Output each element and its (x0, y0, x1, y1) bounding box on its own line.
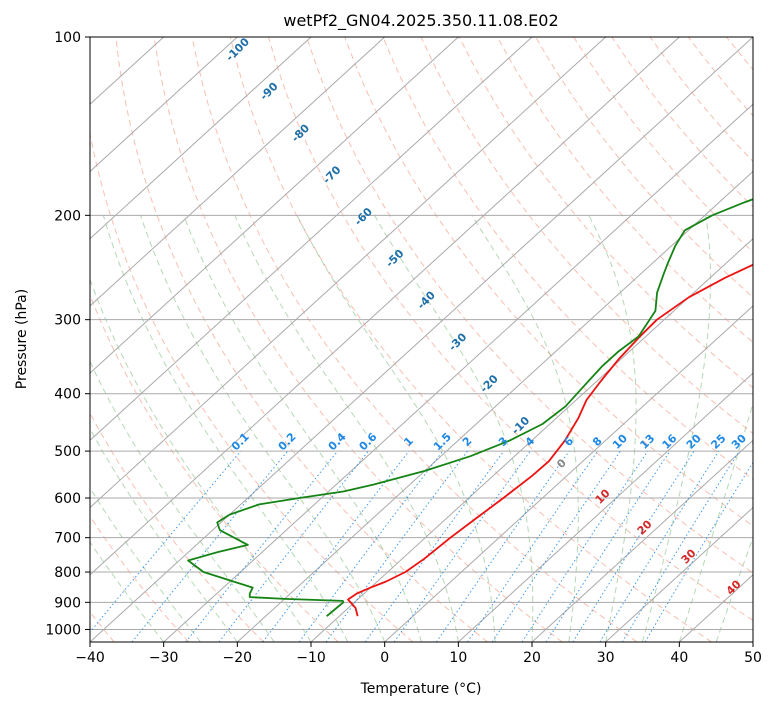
dry-adiabat-line (90, 515, 190, 642)
x-tick-label: −10 (296, 650, 326, 666)
mixing-ratio-line (185, 450, 338, 642)
y-tick-label: 700 (54, 531, 81, 547)
x-axis-title: Temperature (°C) (360, 681, 482, 697)
mixing-ratio-line (572, 450, 695, 642)
y-tick-label: 600 (54, 491, 81, 507)
moist-adiabat-line (90, 487, 201, 642)
chart-title: wetPf2_GN04.2025.350.11.08.E02 (283, 11, 558, 31)
y-axis: 100 200 300 400 500 600 700 800 900 1000 (45, 30, 90, 638)
mixing-ratio-lines (90, 450, 753, 642)
isotherm-line (531, 439, 753, 642)
x-tick-label: −30 (149, 650, 179, 666)
y-tick-label: 500 (54, 444, 81, 460)
dry-adiabats (90, 37, 753, 642)
x-tick-label: −20 (223, 650, 253, 666)
isotherm-line (384, 305, 753, 642)
dry-adiabat-line (115, 37, 488, 642)
isotherm-line (90, 37, 386, 307)
mixing-ratio-line (435, 450, 570, 642)
y-tick-label: 900 (54, 595, 81, 611)
mixing-ratio-line (491, 450, 621, 642)
mixing-ratio-line (467, 450, 599, 642)
moist-adiabat-line (642, 215, 711, 642)
moist-adiabat-line (588, 215, 637, 642)
mixing-ratio-line (298, 450, 444, 642)
x-tick-label: 10 (449, 650, 467, 666)
isotherm-line (605, 506, 753, 642)
isotherm-line (90, 37, 238, 173)
moist-adiabat-line (296, 215, 496, 642)
plot-area: -100-90-80-70-60-50-40-30-20-100.1 0.2 0.4… (90, 37, 770, 642)
moist-adiabat-line (90, 360, 275, 642)
moist-adiabats (90, 215, 753, 642)
y-tick-label: 100 (54, 30, 81, 46)
y-axis-title: Pressure (hPa) (14, 289, 30, 389)
temperature-profile-line (347, 263, 753, 617)
x-tick-label: 40 (670, 650, 688, 666)
dry-adiabat-line (268, 37, 753, 622)
isotherms (90, 37, 753, 642)
dry-adiabat-line (90, 412, 264, 642)
moist-adiabat-line (102, 215, 349, 642)
x-tick-label: 0 (380, 650, 389, 666)
y-tick-label: 200 (54, 208, 81, 224)
isotherm-line (90, 37, 312, 240)
isotherm-line (310, 237, 753, 642)
y-tick-label: 300 (54, 313, 81, 329)
isotherm-line (90, 37, 753, 642)
isotherm-line (90, 37, 680, 576)
sounding-profiles (187, 198, 753, 617)
isotherm-line (90, 37, 459, 374)
moist-adiabat-line (90, 278, 312, 642)
dry-adiabat-line (90, 131, 414, 642)
y-tick-label: 800 (54, 565, 81, 581)
isotherm-line (236, 170, 753, 642)
isotherm-line (90, 37, 607, 509)
dry-adiabat-line (535, 37, 753, 298)
moist-adiabat-line (471, 215, 579, 642)
x-axis: −40 −30 −20 −10 0 10 20 30 40 50 (75, 642, 762, 666)
mixing-ratio-line (364, 450, 505, 642)
moist-adiabat-line (234, 215, 459, 642)
moist-adiabat-line (374, 215, 534, 642)
dry-adiabat-line (382, 37, 753, 481)
dry-adiabat-line (153, 37, 563, 642)
dry-adiabat-line (496, 37, 753, 344)
x-tick-label: 20 (523, 650, 541, 666)
mixing-ratio-line (545, 450, 671, 642)
mixing-ratio-line (521, 450, 649, 642)
mixing-ratio-line (393, 450, 531, 642)
mixing-ratio-line (90, 450, 242, 633)
x-tick-label: 50 (744, 650, 762, 666)
mixing-ratio-line (621, 450, 740, 642)
x-tick-label: 30 (597, 650, 615, 666)
plot-frame (89, 36, 754, 643)
x-tick-label: −40 (75, 650, 105, 666)
isotherm-line (163, 103, 753, 642)
mixing-ratio-line (325, 450, 468, 642)
dewpoint-profile-line (187, 198, 753, 617)
dry-adiabat-line (306, 37, 753, 574)
y-tick-label: 1000 (45, 622, 81, 638)
dry-adiabat-line (191, 37, 638, 642)
isotherm-line (457, 372, 753, 642)
mixing-ratio-label: 36 (750, 431, 770, 451)
isotherm-line (90, 37, 533, 442)
mixing-ratio-line (262, 450, 410, 642)
y-tick-label: 400 (54, 387, 81, 403)
mixing-ratio-line (131, 450, 288, 642)
moist-adiabat-line (140, 215, 386, 642)
